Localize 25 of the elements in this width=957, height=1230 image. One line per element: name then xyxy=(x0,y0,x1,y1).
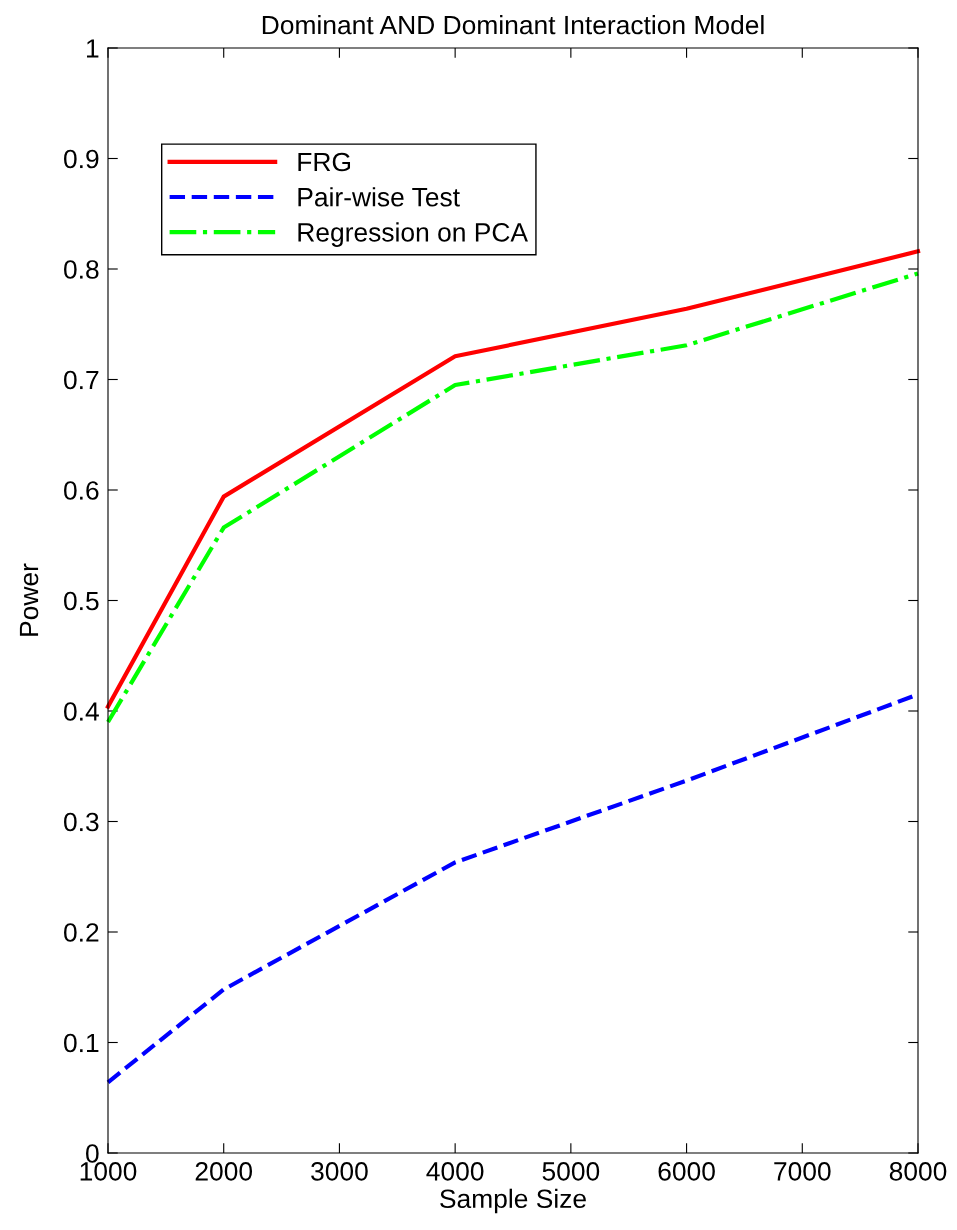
x-tick-label: 6000 xyxy=(658,1162,715,1181)
x-tick-label: 1000 xyxy=(80,1162,137,1181)
x-tick-label: 5000 xyxy=(542,1162,600,1181)
y-tick-label: 0.3 xyxy=(64,812,99,832)
x-tick-label: 7000 xyxy=(774,1162,831,1181)
legend-label: FRG xyxy=(298,152,351,172)
x-tick-label: 3000 xyxy=(311,1162,368,1181)
y-tick-label: 0.7 xyxy=(64,370,99,390)
legend-label: Regression on PCA xyxy=(298,222,528,247)
x-tick-label: 2000 xyxy=(195,1162,253,1181)
x-axis-title: Sample Size xyxy=(440,1188,586,1214)
x-tick-label: 8000 xyxy=(889,1162,947,1181)
y-tick-label: 0.4 xyxy=(64,702,99,721)
legend-label: Pair-wise Test xyxy=(298,187,460,207)
y-tick-label: 0 xyxy=(86,1144,99,1163)
x-tick-label: 4000 xyxy=(426,1162,484,1181)
chart-title: Dominant AND Dominant Interaction Model xyxy=(262,14,764,35)
y-tick-label: 0.6 xyxy=(64,481,99,500)
y-tick-label: 1 xyxy=(87,39,99,58)
y-tick-label: 0.1 xyxy=(64,1033,99,1053)
y-tick-label: 0.8 xyxy=(64,260,99,279)
y-tick-label: 0.9 xyxy=(64,149,99,169)
y-tick-label: 0.2 xyxy=(64,923,99,942)
y-tick-label: 0.5 xyxy=(64,591,99,611)
y-axis-title: Power xyxy=(19,563,39,636)
